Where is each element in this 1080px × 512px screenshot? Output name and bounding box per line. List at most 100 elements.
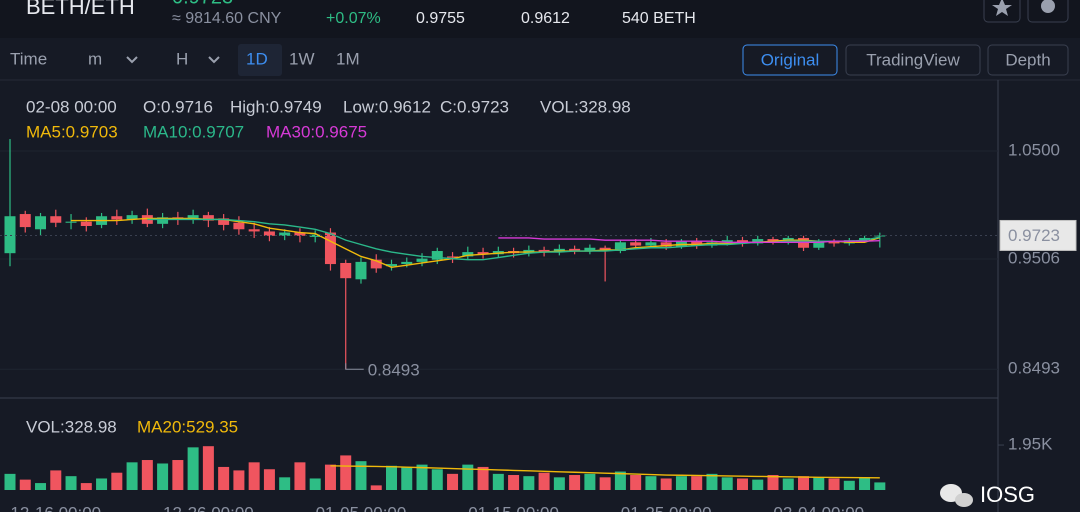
candle-body — [645, 242, 657, 246]
candle-body — [65, 221, 77, 223]
volume-bar — [4, 473, 16, 490]
last-price-tag — [999, 219, 1077, 251]
dropdown-chevrons — [126, 56, 220, 64]
volume-bar — [416, 464, 428, 490]
volume-bar — [324, 464, 336, 490]
watermark-text: IOSG — [980, 482, 1035, 507]
volume-bar — [523, 476, 535, 490]
volume-bar — [126, 462, 138, 490]
volume-bar — [96, 478, 108, 490]
candle-body — [859, 237, 871, 241]
volume-bar — [508, 475, 520, 490]
interval-button[interactable]: H — [176, 49, 188, 68]
candle-body — [355, 261, 367, 280]
candle-body — [813, 241, 825, 248]
theme-button[interactable] — [1027, 0, 1069, 23]
interval-button[interactable]: 1W — [289, 49, 315, 68]
view-button[interactable]: Original — [761, 50, 820, 69]
volume-bar — [798, 476, 810, 490]
candle-body — [294, 232, 306, 236]
candle-body — [4, 216, 16, 254]
candle-body — [462, 252, 474, 257]
volume-bar — [584, 473, 596, 490]
volume-bar — [294, 462, 306, 490]
x-tick-label: 01-05 00:00 — [316, 503, 407, 512]
volume-bar — [477, 466, 489, 490]
volume-bar — [141, 460, 153, 490]
volume-bar — [187, 447, 199, 490]
ma-line — [498, 237, 880, 244]
sun-icon — [1041, 0, 1055, 13]
candle-body — [187, 215, 199, 220]
candle-body — [416, 258, 428, 262]
volume-bar — [553, 477, 565, 490]
candle-body — [202, 215, 214, 221]
low-marker-label: 0.8493 — [368, 361, 420, 380]
header-bar — [0, 0, 1080, 38]
star-icon — [992, 0, 1012, 16]
legend-entry: MA10:0.9707 — [143, 122, 244, 141]
candle-body — [157, 217, 169, 224]
view-button-bg[interactable] — [845, 44, 981, 76]
volume-bar — [19, 479, 31, 490]
view-button-bg[interactable] — [987, 44, 1069, 76]
candle-body — [126, 215, 138, 220]
volume-bar — [691, 476, 703, 490]
candle-body — [111, 216, 123, 220]
volume-bar — [813, 477, 825, 490]
candle-body — [386, 264, 397, 267]
volume-bar — [172, 460, 184, 490]
view-button[interactable]: TradingView — [866, 50, 960, 69]
volume-bar — [218, 466, 230, 490]
toolbar: Time m H 1D 1W 1M Original TradingView Depth — [10, 44, 1069, 76]
interval-button[interactable]: Time — [10, 49, 47, 68]
interval-button[interactable]: m — [88, 49, 102, 68]
volume-tick-label: 1.95K — [1008, 435, 1053, 454]
high-24h: 0.9755 — [416, 10, 465, 27]
x-tick-label: 01-25 00:00 — [621, 503, 712, 512]
view-button[interactable]: Depth — [1005, 50, 1050, 69]
candle-body — [447, 256, 459, 258]
interval-button[interactable]: 1D — [246, 49, 268, 68]
candle-body — [279, 232, 291, 236]
volume-bar — [447, 473, 459, 490]
candle-body — [691, 241, 703, 246]
volume-bar — [263, 469, 275, 490]
candle-body — [767, 239, 779, 242]
volume-bar — [599, 477, 611, 490]
price: 0.9723 — [172, 0, 233, 8]
volume-bar — [157, 463, 169, 490]
candle-body — [828, 241, 840, 244]
candle-body — [660, 242, 672, 247]
ohlc-info: 02-08 00:00 — [26, 97, 117, 116]
volume-bar — [80, 483, 92, 490]
volume-bar — [828, 478, 840, 490]
volume-bar — [462, 464, 474, 490]
candle-body — [614, 242, 626, 252]
ohlc-info: C:0.9723 — [440, 97, 509, 116]
favorite-button[interactable] — [983, 0, 1021, 23]
candle-body — [477, 252, 489, 255]
volume-bar — [233, 470, 245, 490]
volume-bar — [874, 482, 886, 490]
volume-bar — [721, 477, 733, 490]
ohlc-info: High:0.9749 — [230, 97, 322, 116]
volume-bar — [538, 472, 550, 490]
volume-bar — [111, 472, 123, 490]
y-tick-label: 1.0500 — [1008, 140, 1060, 159]
candle-body — [538, 249, 550, 253]
cny-price: ≈ 9814.60 CNY — [172, 10, 282, 27]
x-tick-label: 12-26 00:00 — [163, 503, 254, 512]
candle-body — [584, 247, 596, 252]
view-button-bg[interactable] — [742, 44, 838, 76]
candle-body — [752, 239, 764, 244]
interval-button[interactable]: 1M — [336, 49, 360, 68]
volume-24h: 540 BETH — [622, 10, 696, 27]
volume-bar — [431, 469, 443, 490]
ohlc-info: O:0.9716 — [143, 97, 213, 116]
candle-body — [80, 221, 92, 227]
volume-bar — [752, 479, 764, 490]
candle-body — [263, 231, 275, 236]
